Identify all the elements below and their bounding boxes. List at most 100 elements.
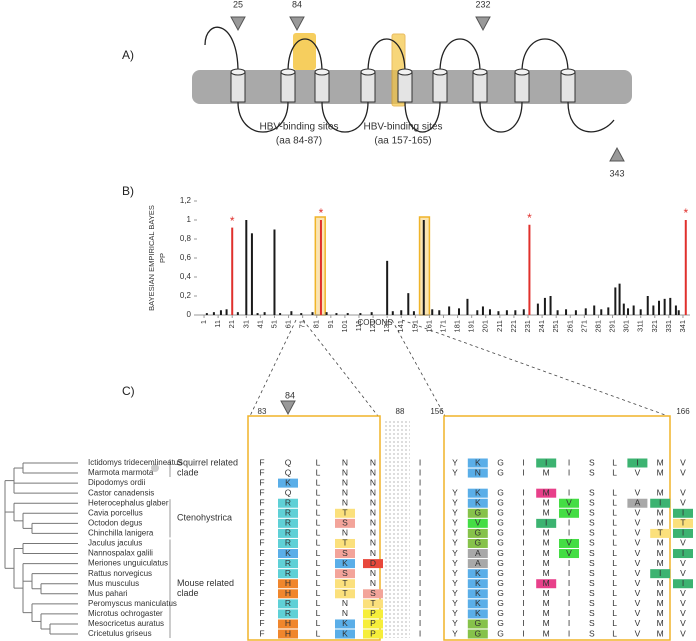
residue: H [285, 618, 291, 628]
bar [325, 312, 328, 315]
helix-top [314, 68, 330, 76]
residue-highlight [467, 569, 488, 579]
residue: I [568, 568, 570, 578]
residue: T [342, 578, 347, 588]
x-tick-label: 221 [509, 320, 518, 333]
marker-label: 84 [285, 390, 295, 400]
residue: T [680, 518, 685, 528]
residue: V [566, 508, 572, 518]
bar [639, 309, 642, 315]
marker-triangle [230, 16, 246, 32]
residue: G [474, 538, 481, 548]
x-tick-label: 171 [438, 320, 447, 333]
x-tick-label: 141 [396, 320, 405, 333]
bar [565, 309, 568, 315]
residue: K [342, 618, 348, 628]
residue-highlight [536, 579, 557, 589]
residue: G [497, 508, 504, 518]
residue: I [419, 508, 421, 518]
residue: F [259, 618, 264, 628]
helix [472, 71, 488, 103]
x-tick-label: 11 [213, 320, 222, 328]
bar [543, 297, 546, 315]
residue-highlight [536, 458, 557, 468]
bar [412, 311, 415, 315]
bar [311, 312, 314, 315]
y-tick-label: 1 [187, 215, 192, 224]
zoom-lines [249, 319, 669, 417]
x-tick-label: 261 [565, 320, 574, 333]
residue: R [285, 497, 291, 507]
residue: K [285, 477, 291, 487]
residue: I [419, 618, 421, 628]
clade-label: Ctenohystrica [177, 513, 232, 523]
residue-highlight [335, 579, 355, 589]
residue: M [657, 598, 664, 608]
residue: N [370, 457, 376, 467]
residue: A [475, 548, 481, 558]
residue: V [680, 618, 686, 628]
helix-top [432, 68, 448, 76]
loop [439, 38, 481, 73]
residue: M [543, 548, 550, 558]
residue-highlight [363, 619, 383, 629]
residue: I [419, 568, 421, 578]
residue: L [316, 588, 321, 598]
residue: I [568, 528, 570, 538]
bar [584, 308, 587, 315]
y-tick-label: 0,2 [180, 291, 192, 300]
residue-highlight [278, 629, 298, 639]
x-tick-label: 151 [410, 320, 419, 333]
residue: L [612, 528, 617, 538]
residue-highlight [467, 589, 488, 599]
species-name: Chinchilla lanigera [88, 529, 154, 538]
species-name: Microtus ochrogaster [88, 609, 163, 618]
bar [481, 306, 484, 315]
bar [593, 305, 596, 315]
bar [536, 303, 539, 315]
residue-highlight [467, 579, 488, 589]
residue: V [635, 548, 641, 558]
residue-highlight [559, 498, 579, 508]
position-label: 156 [430, 407, 444, 416]
residue: L [612, 497, 617, 507]
residue: F [259, 578, 264, 588]
bar [212, 312, 215, 315]
residue: I [636, 457, 638, 467]
residue: G [497, 528, 504, 538]
residue: L [612, 598, 617, 608]
residue-highlight [363, 609, 383, 619]
x-tick-label: 21 [227, 320, 236, 328]
residue: V [635, 618, 641, 628]
bar [457, 308, 460, 315]
residue: Q [285, 457, 292, 467]
dot [151, 464, 159, 472]
residue: Y [452, 457, 458, 467]
residue: N [370, 477, 376, 487]
residue: L [612, 558, 617, 568]
residue: I [522, 628, 524, 638]
residue: S [589, 548, 595, 558]
residue: Y [452, 618, 458, 628]
residue: N [342, 608, 348, 618]
residue: H [285, 588, 291, 598]
residue: N [370, 528, 376, 538]
residue: M [657, 508, 664, 518]
residue: R [285, 528, 291, 538]
species-name: Heterocephalus glaber [88, 498, 169, 507]
residue: K [342, 558, 348, 568]
residue: G [497, 497, 504, 507]
loop [204, 26, 239, 73]
residue: L [316, 518, 321, 528]
loop [567, 101, 615, 133]
residue: Y [452, 608, 458, 618]
species-name: Cricetulus griseus [88, 629, 152, 638]
residue-highlight [278, 599, 298, 609]
residue: S [589, 558, 595, 568]
residue: I [545, 457, 547, 467]
y-tick-label: 0,4 [180, 272, 192, 281]
residue: I [419, 518, 421, 528]
residue: V [635, 487, 641, 497]
residue-highlight [363, 589, 383, 599]
species-name: Peromyscus maniculatus [88, 599, 177, 608]
